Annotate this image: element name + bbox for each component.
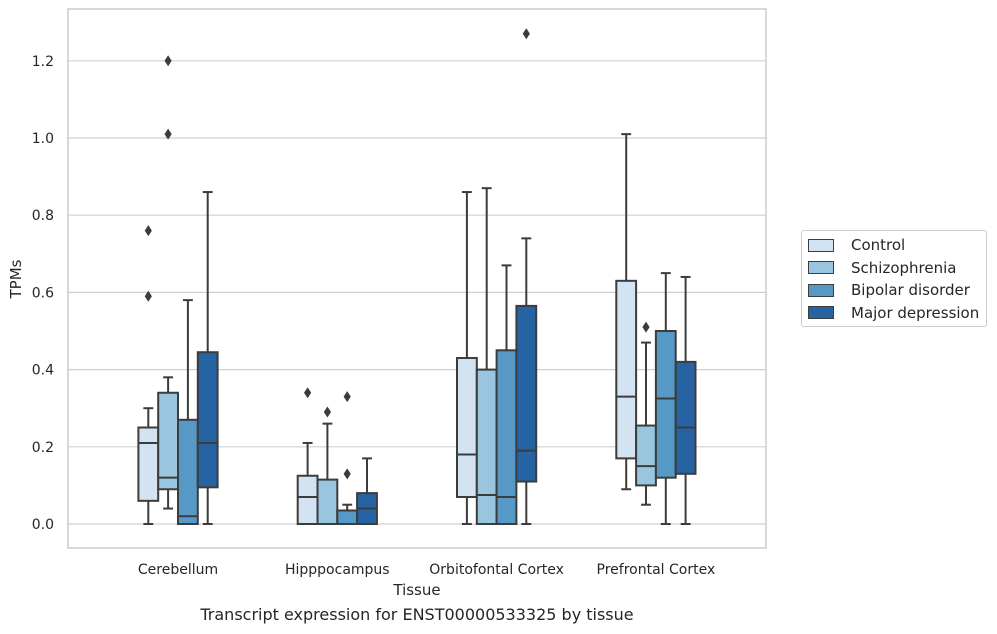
- legend-label: Major depression: [851, 303, 980, 322]
- box-bipolar-disorder: [495, 264, 518, 525]
- x-tick-label: Cerebellum: [138, 562, 218, 578]
- box-major-depression: [674, 275, 697, 525]
- box-iqr: [316, 478, 339, 525]
- box-major-depression: [196, 191, 219, 525]
- outlier-point: [164, 55, 172, 67]
- box-iqr: [157, 391, 179, 491]
- box-iqr: [296, 474, 319, 525]
- plot-frame: [67, 8, 767, 549]
- figure-caption: Transcript expression for ENST0000053332…: [200, 605, 634, 624]
- y-axis-title: TPMs: [7, 259, 25, 299]
- box-control: [296, 387, 319, 525]
- box-schizophrenia: [316, 406, 339, 525]
- box-iqr: [475, 368, 498, 525]
- legend-swatch: [808, 238, 834, 252]
- box-control: [137, 225, 160, 525]
- box-major-depression: [356, 457, 378, 525]
- box-iqr: [515, 304, 538, 483]
- legend-label: Control: [851, 236, 906, 255]
- box-iqr: [674, 360, 697, 475]
- box-schizophrenia: [475, 187, 498, 525]
- legend-swatch: [808, 283, 834, 297]
- outlier-point: [164, 128, 172, 140]
- box-iqr: [635, 424, 657, 487]
- x-tick-label: Prefrontal Cortex: [597, 562, 716, 578]
- x-tick-label: Orbitofontal Cortex: [429, 562, 564, 578]
- outlier-point: [304, 387, 312, 399]
- legend-label: Schizophrenia: [851, 258, 957, 277]
- y-tick-label: 0.4: [32, 363, 54, 379]
- y-tick-label: 0.6: [32, 285, 54, 301]
- outlier-point: [343, 468, 351, 480]
- y-tick-label: 0.0: [32, 517, 54, 533]
- box-iqr: [336, 509, 359, 525]
- outlier-point: [642, 321, 650, 333]
- box-iqr: [137, 426, 160, 502]
- legend-label: Bipolar disorder: [851, 281, 970, 300]
- box-plot-marks: [137, 28, 697, 525]
- box-major-depression: [515, 28, 538, 525]
- chart-legend: Control Schizophrenia Bipolar disorder Majo…: [801, 230, 987, 327]
- box-iqr: [615, 279, 638, 460]
- y-tick-label: 0.8: [32, 208, 54, 224]
- box-iqr: [456, 357, 478, 498]
- legend-item: Major depression: [802, 302, 986, 325]
- legend-swatch: [808, 306, 834, 320]
- x-tick-label: Hipppocampus: [285, 562, 390, 578]
- y-tick-label: 1.0: [32, 131, 54, 147]
- y-tick-label: 0.2: [32, 440, 54, 456]
- legend-item: Schizophrenia: [802, 257, 986, 280]
- x-axis-title: Tissue: [392, 581, 440, 599]
- box-iqr: [177, 418, 199, 525]
- y-tick-label: 1.2: [32, 54, 54, 70]
- box-schizophrenia: [635, 321, 657, 506]
- box-control: [615, 133, 638, 491]
- box-schizophrenia: [157, 55, 179, 510]
- box-bipolar-disorder: [654, 272, 677, 525]
- outlier-point: [323, 406, 331, 418]
- legend-swatch: [808, 261, 834, 275]
- box-iqr: [196, 351, 219, 489]
- box-iqr: [654, 330, 677, 479]
- x-tick-labels: Cerebellum Hipppocampus Orbitofontal Corte…: [138, 562, 715, 578]
- outlier-point: [144, 225, 152, 237]
- outlier-point: [522, 28, 530, 40]
- outlier-point: [343, 391, 351, 403]
- legend-item: Control: [802, 234, 986, 257]
- legend-item: Bipolar disorder: [802, 279, 986, 302]
- box-bipolar-disorder: [177, 299, 199, 525]
- box-control: [456, 191, 478, 525]
- outlier-point: [144, 290, 152, 302]
- y-tick-labels: 0.0 0.2 0.4 0.6 0.8 1.0 1.2: [32, 54, 54, 533]
- box-bipolar-disorder: [336, 391, 359, 525]
